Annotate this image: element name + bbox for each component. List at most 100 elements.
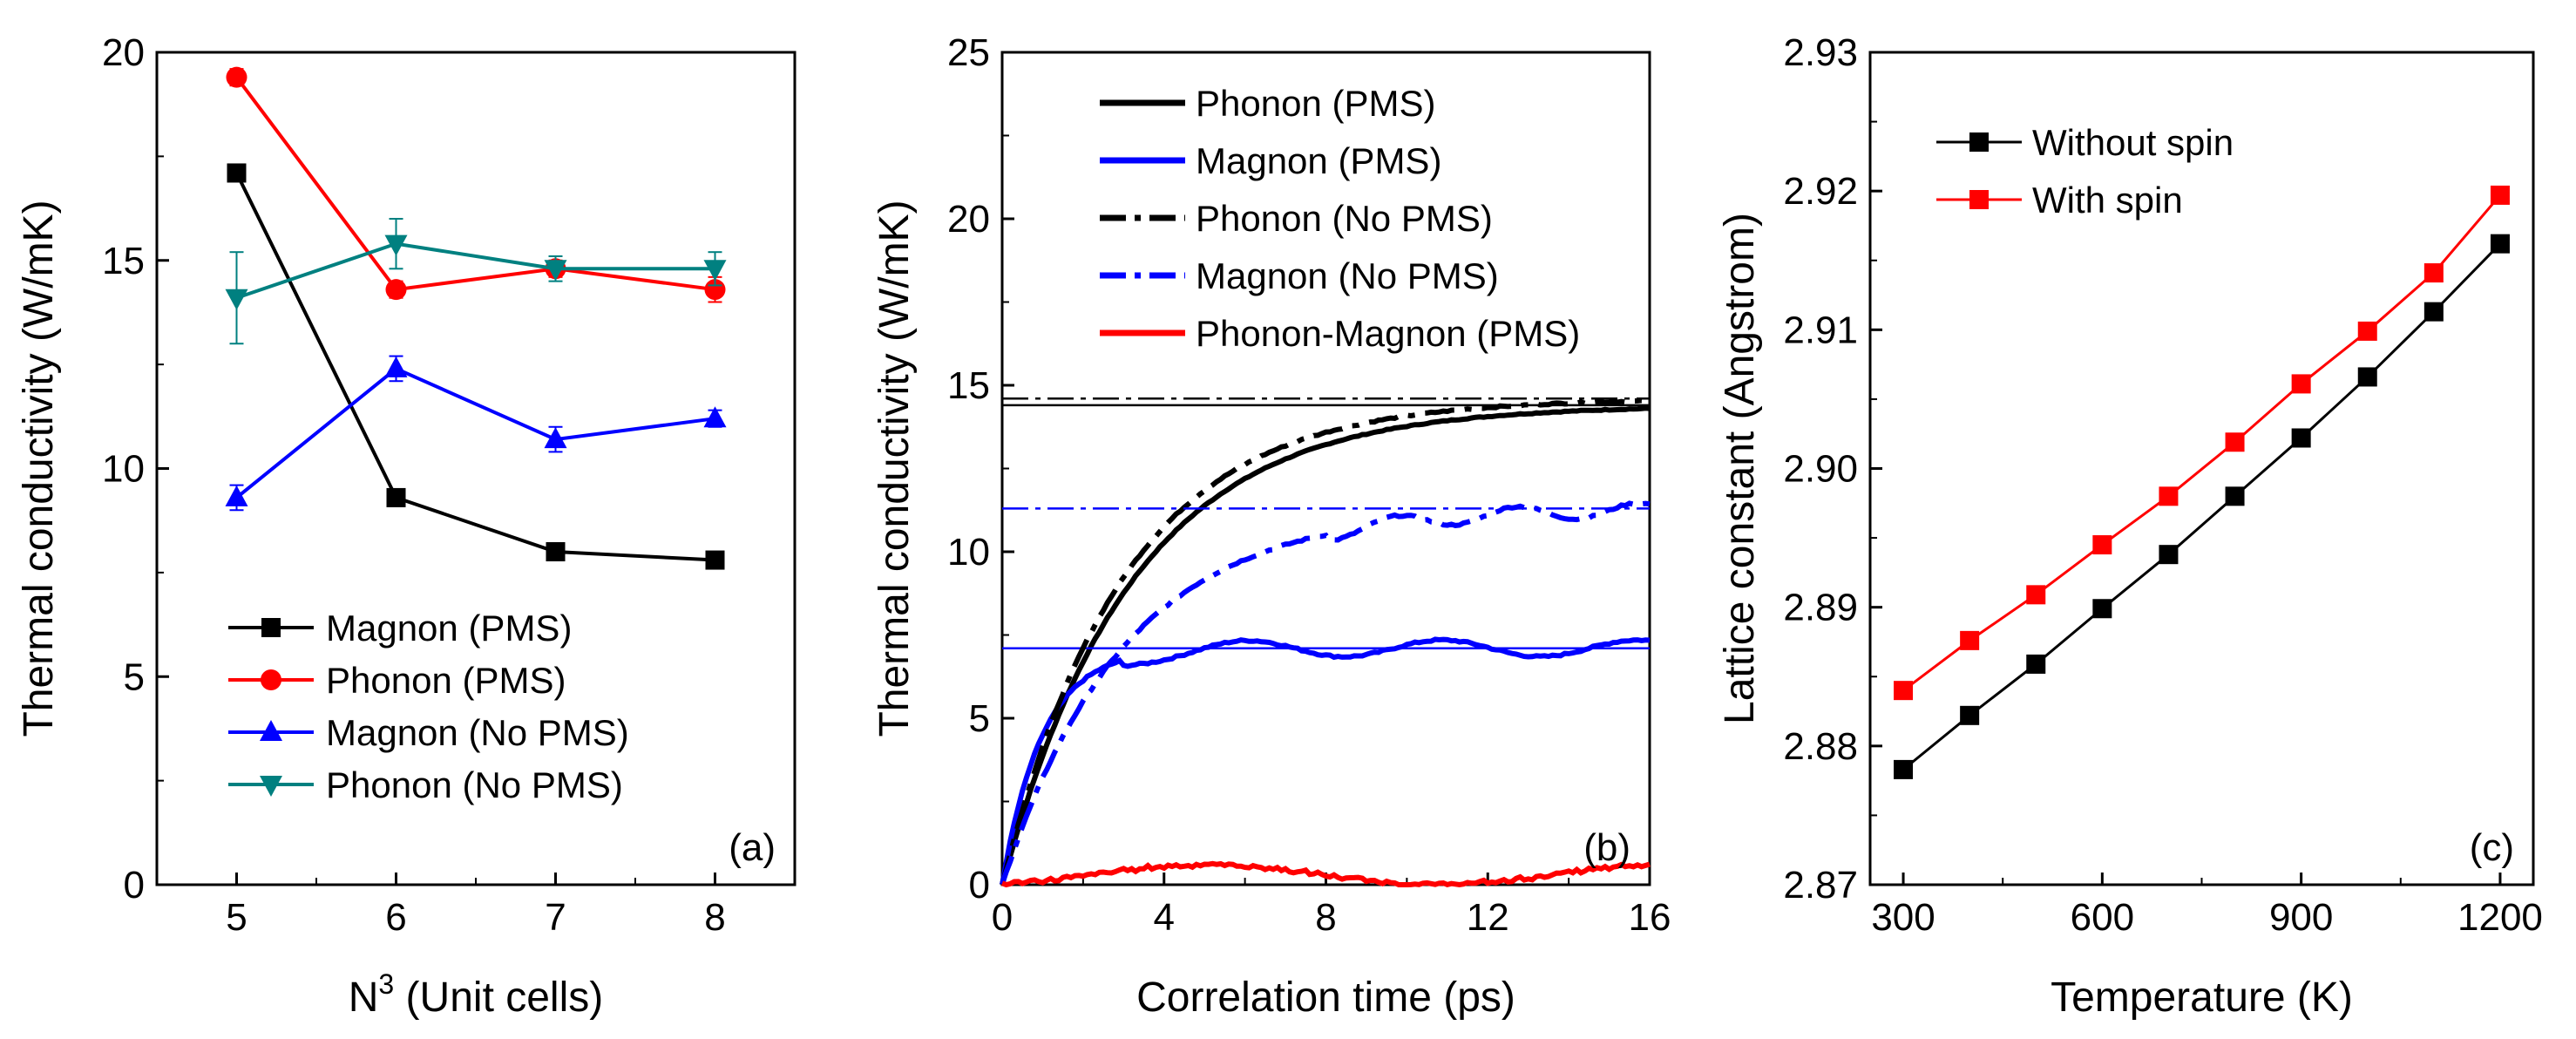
data-point: [2291, 374, 2311, 394]
y-tick-label: 2.92: [1783, 170, 1858, 213]
y-tick-label: 15: [102, 240, 145, 282]
legend-marker: [1969, 190, 1989, 209]
data-point: [225, 289, 248, 310]
y-tick-label: 2.89: [1783, 587, 1858, 629]
legend-marker: [261, 618, 281, 637]
y-tick-label: 0: [124, 864, 145, 907]
y-tick-label: 2.88: [1783, 725, 1858, 768]
y-tick-label: 2.91: [1783, 309, 1858, 351]
data-point: [1894, 759, 1914, 779]
x-tick-label: 300: [1871, 896, 1935, 939]
y-tick-label: 25: [947, 31, 990, 74]
legend-marker: [261, 669, 281, 690]
data-point: [2026, 585, 2046, 605]
panel-c: 300 600 900 1200 2.87 2.88 2.89 2.90 2.91 2.92 2.9…: [1717, 31, 2543, 1021]
legend-label: Phonon (No PMS): [326, 764, 623, 805]
series-with-spin: [1894, 185, 2510, 701]
y-tick-label: 2.87: [1783, 864, 1858, 907]
x-label-base: N: [349, 974, 379, 1021]
y-tick-label: 20: [947, 198, 990, 241]
x-label-rest: (Unit cells): [394, 974, 603, 1021]
series-phonon-no-pms-: [1000, 397, 1651, 886]
series-curve: [1000, 397, 1651, 886]
data-point: [2490, 234, 2510, 254]
legend-label: Phonon (No PMS): [1196, 198, 1493, 239]
legend-label: With spin: [2032, 180, 2183, 221]
legend-marker: [260, 776, 282, 797]
data-point: [384, 234, 408, 256]
data-point: [1960, 630, 1980, 650]
panel-b: 0 4 8 12 16 0 5 10 15 20 25 Phonon (PMS) Magnon (PMS…: [871, 31, 1671, 1021]
x-tick-label: 8: [1315, 896, 1336, 939]
data-point: [2423, 263, 2444, 283]
x-tick-label: 8: [704, 896, 725, 939]
series-line: [235, 366, 715, 499]
series-curve: [1000, 500, 1651, 886]
x-tick-label: 900: [2269, 896, 2333, 939]
y-tick-label: 10: [947, 531, 990, 574]
x-axis-label: N3 (Unit cells): [349, 968, 604, 1021]
y-tick-label: 20: [102, 31, 145, 74]
series-magnon-no-pms-: [1000, 500, 1651, 886]
data-point: [225, 485, 248, 506]
data-point: [2159, 486, 2179, 506]
data-point: [544, 260, 567, 282]
data-point: [386, 487, 406, 507]
series-line: [234, 172, 715, 562]
series-phonon-pms-: [226, 66, 726, 303]
data-point: [1894, 681, 1914, 701]
series-magnon-pms-: [227, 163, 725, 570]
panel-label: (c): [2470, 826, 2514, 869]
data-point: [2225, 486, 2245, 506]
legend: Phonon (PMS) Magnon (PMS) Phonon (No PMS) M…: [1100, 83, 1580, 354]
legend: Without spin With spin: [1936, 122, 2234, 221]
y-tick-label: 2.93: [1783, 31, 1858, 74]
data-point: [544, 427, 567, 449]
series-without-spin: [1894, 234, 2510, 779]
y-axis-label: Thermal conductivity (W/mK): [871, 200, 918, 737]
data-point: [546, 542, 566, 561]
series-phonon-magnon-pms-: [1000, 860, 1651, 888]
x-tick-label: 5: [226, 896, 247, 939]
data-point: [226, 66, 247, 88]
legend-label: Phonon (PMS): [326, 660, 566, 701]
series-curve: [1000, 860, 1651, 888]
x-tick-label: 16: [1629, 896, 1671, 939]
data-point: [2159, 545, 2179, 565]
legend-label: Magnon (No PMS): [1196, 255, 1499, 296]
series-line: [234, 76, 715, 292]
x-tick-label: 600: [2071, 896, 2134, 939]
legend-label: Phonon-Magnon (PMS): [1196, 313, 1580, 354]
y-tick-label: 10: [102, 448, 145, 491]
x-tick-label: 4: [1154, 896, 1175, 939]
legend-marker: [1969, 132, 1989, 152]
y-axis-label: Thermal conductivity (W/mK): [16, 200, 62, 737]
x-tick-label: 7: [545, 896, 566, 939]
legend: Magnon (PMS) Phonon (PMS) Magnon (No PMS) P…: [228, 608, 629, 805]
panel-label: (a): [729, 826, 776, 869]
data-point: [704, 279, 726, 301]
panel-label: (b): [1583, 826, 1630, 869]
plot-frame: [155, 51, 797, 886]
legend-label: Magnon (No PMS): [326, 712, 629, 753]
x-tick-label: 6: [385, 896, 406, 939]
y-tick-label: 2.90: [1783, 448, 1858, 491]
series-phonon-no-pms-: [225, 218, 727, 345]
data-point: [703, 406, 727, 428]
x-label-superscript: 3: [378, 968, 394, 1000]
y-tick-label: 15: [947, 364, 990, 407]
y-tick-label: 0: [969, 864, 990, 907]
series-line: [1902, 242, 2502, 771]
data-point: [227, 163, 247, 183]
y-tick-label: 5: [969, 697, 990, 740]
series-magnon-no-pms-: [225, 355, 727, 512]
y-tick-label: 5: [124, 655, 145, 698]
data-point: [2026, 654, 2046, 674]
x-axis-label: Correlation time (ps): [1136, 974, 1515, 1021]
series-phonon-pms-: [1000, 404, 1651, 886]
series-curve: [1000, 405, 1651, 886]
x-axis-label: Temperature (K): [2051, 974, 2353, 1021]
x-tick-label: 0: [992, 896, 1013, 939]
